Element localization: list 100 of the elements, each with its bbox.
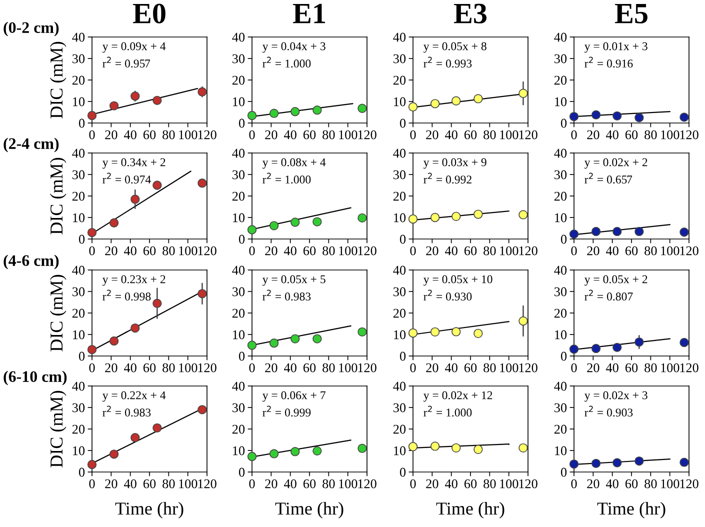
point: [312, 217, 322, 226]
y-tick-label: 20: [72, 192, 85, 201]
y-tick-label: 30: [554, 170, 567, 180]
x-tick-label: 80: [162, 130, 175, 140]
y-tick-label: 20: [554, 76, 567, 85]
x-tick-label: 20: [426, 130, 438, 140]
annotation: y = 0.02x + 2: [584, 158, 648, 169]
x-tick-label: 120: [680, 130, 698, 140]
x-tick-label: 120: [358, 479, 376, 488]
y-tick-label: 10: [394, 213, 406, 222]
y-tick-label: 20: [393, 76, 406, 85]
annotation: r$^{2}$ = 1.000: [424, 406, 472, 417]
point: [198, 87, 207, 96]
point: [87, 110, 97, 120]
x-tick-label: 0: [89, 479, 95, 488]
y-tick-label: 0: [78, 468, 85, 477]
x-tick-label: 0: [249, 246, 255, 256]
point: [612, 342, 622, 352]
x-tick-label: 0: [571, 363, 577, 372]
x-tick-label: 100: [500, 246, 518, 256]
chart-title: E0: [132, 4, 166, 24]
point: [290, 334, 300, 344]
annotation: y = 0.06x + 7: [262, 391, 326, 402]
point: [290, 446, 300, 456]
annotation: y = 0.05x + 2: [584, 275, 648, 286]
point: [474, 328, 483, 338]
annotation: r$^{2}$ = 0.992: [424, 172, 472, 184]
x-tick-label: 100: [661, 246, 680, 256]
y-tick-label: 40: [72, 32, 85, 42]
x-tick-label: 60: [303, 246, 316, 256]
y-tick-label: 10: [394, 97, 406, 106]
y-tick-label: 40: [72, 148, 85, 158]
annotation: r$^{2}$ = 0.916: [584, 56, 633, 68]
y-tick-label: 10: [73, 446, 85, 456]
x-tick-label: 120: [519, 363, 538, 372]
x-tick-label: 80: [484, 479, 496, 488]
point: [518, 316, 528, 326]
x-tick-label: 120: [358, 363, 376, 372]
y-tick-label: 30: [72, 170, 85, 180]
y-tick-label: 30: [72, 54, 85, 64]
x-tick-label: 120: [680, 363, 698, 372]
point: [312, 446, 322, 456]
x-tick-label: 20: [426, 479, 438, 488]
y-tick-label: 20: [554, 192, 567, 201]
x-tick-label: 100: [500, 363, 518, 372]
annotation: y = 0.23x + 2: [102, 275, 166, 286]
annotation: r$^{2}$ = 0.807: [584, 290, 633, 301]
point: [130, 92, 140, 101]
point: [269, 449, 279, 458]
x-tick-label: 80: [484, 246, 496, 256]
text: (0-2 cm): [4, 22, 59, 36]
text: (4-6 cm): [4, 254, 59, 270]
annotation: r$^{2}$ = 0.930: [424, 290, 472, 301]
point: [312, 334, 322, 344]
x-tick-label: 120: [358, 130, 376, 140]
annotation: y = 0.02x + 3: [584, 391, 648, 402]
x-tick-label: 40: [606, 363, 618, 372]
point: [130, 433, 140, 442]
x-tick-label: 20: [265, 130, 278, 140]
point: [358, 327, 367, 337]
y-tick-label: 0: [560, 468, 567, 477]
annotation: y = 0.05x + 8: [423, 42, 486, 53]
chart-title: E1: [292, 4, 326, 24]
x-tick-label: 0: [571, 479, 577, 488]
x-tick-label: 60: [143, 246, 156, 256]
y-tick-label: 40: [554, 382, 567, 391]
y-tick-label: 40: [554, 266, 567, 275]
x-tick-label: 120: [519, 479, 538, 488]
x-tick-label: 40: [124, 246, 136, 256]
point: [152, 298, 162, 308]
annotation: y = 0.05x + 5: [262, 275, 326, 286]
y-tick-label: 0: [78, 352, 85, 361]
x-tick-label: 100: [339, 479, 358, 488]
point: [87, 460, 97, 470]
x-tick-label: 60: [143, 363, 156, 372]
point: [680, 338, 689, 348]
y-tick-label: 0: [400, 118, 406, 128]
y-tick-label: 10: [555, 330, 567, 340]
x-tick-label: 60: [464, 246, 477, 256]
x-tick-label: 120: [519, 130, 538, 140]
y-tick-label: 10: [73, 97, 85, 106]
annotation: r$^{2}$ = 0.993: [424, 56, 472, 68]
x-tick-label: 20: [105, 479, 118, 488]
x-tick-label: 20: [265, 479, 278, 488]
x-tick-label: 120: [680, 479, 698, 488]
y-tick-label: 10: [73, 330, 85, 340]
y-tick-label: 40: [232, 266, 245, 275]
x-tick-label: 80: [644, 479, 657, 488]
point: [408, 328, 418, 338]
x-tick-label: 20: [105, 246, 118, 256]
x-tick-label: 40: [284, 130, 296, 140]
y-tick-label: 20: [232, 308, 245, 318]
y-tick-label: 10: [73, 213, 85, 222]
x-tick-label: 60: [303, 479, 316, 488]
x-tick-label: 40: [444, 246, 458, 256]
point: [634, 337, 644, 347]
point: [130, 194, 140, 204]
point: [152, 96, 162, 106]
x-tick-label: 20: [587, 479, 600, 488]
x-axis-title: Time (hr): [597, 502, 666, 518]
